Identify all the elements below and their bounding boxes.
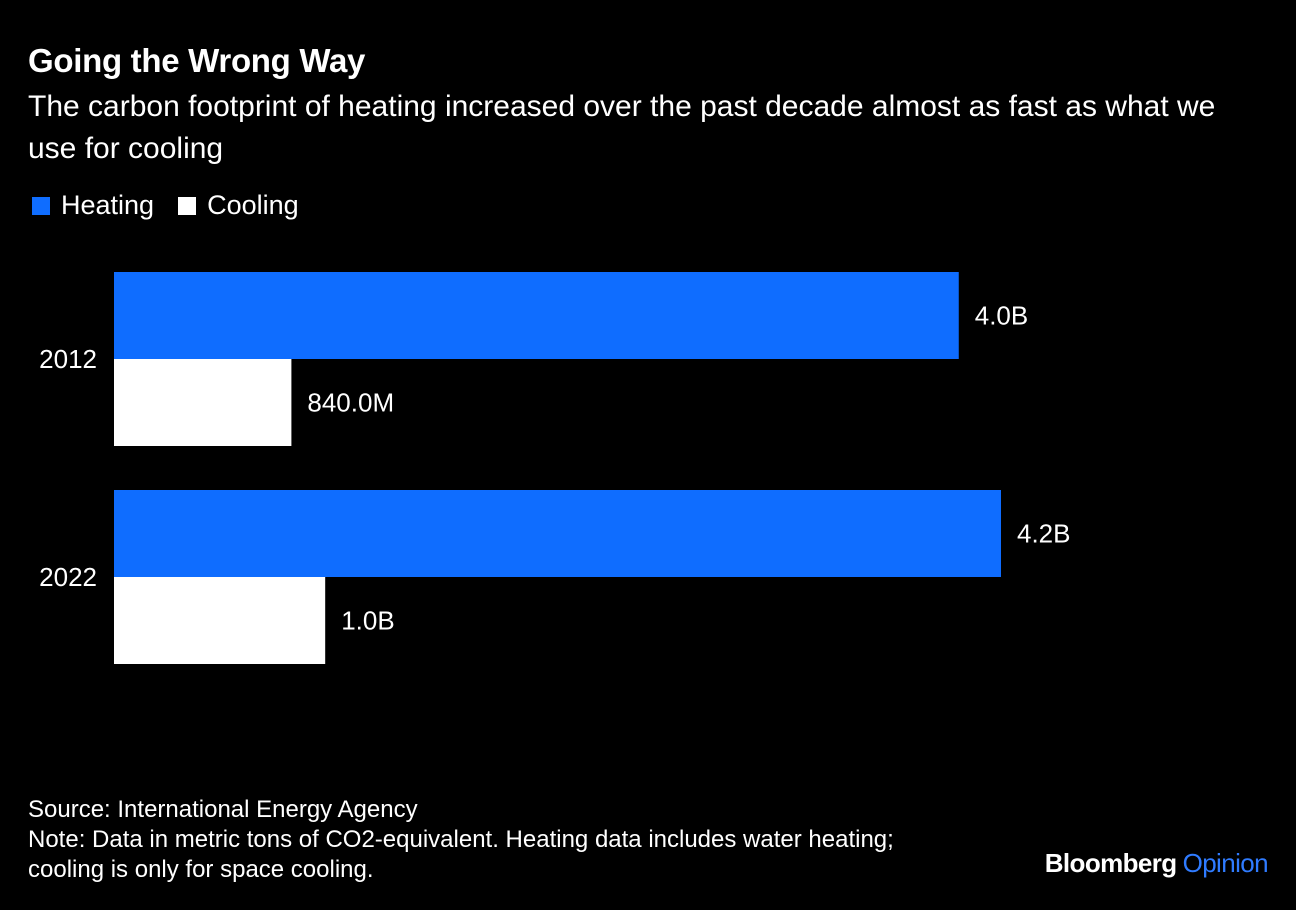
- legend-label-cooling: Cooling: [207, 190, 299, 220]
- bar-cooling-2012: [114, 359, 292, 446]
- chart-title: Going the Wrong Way: [28, 42, 366, 79]
- note-line-2: cooling is only for space cooling.: [28, 856, 374, 883]
- data-label-heating-2022: 4.2B: [1017, 519, 1071, 549]
- category-label-2022: 2022: [39, 562, 97, 592]
- legend: Heating Cooling: [32, 190, 323, 221]
- brand-section: Opinion: [1182, 848, 1269, 878]
- source-text: Source: International Energy Agency: [28, 796, 418, 823]
- legend-swatch-cooling: [178, 196, 197, 215]
- note-line-1: Note: Data in metric tons of CO2-equival…: [28, 826, 894, 853]
- data-label-cooling-2022: 1.0B: [341, 606, 395, 636]
- bloomberg-opinion-logo: Bloomberg Opinion: [1044, 848, 1269, 879]
- category-label-2012: 2012: [39, 344, 97, 374]
- bar-cooling-2022: [114, 577, 326, 664]
- legend-label-heating: Heating: [61, 190, 155, 220]
- data-label-heating-2012: 4.0B: [975, 301, 1029, 331]
- bar-chart: 4.0B 840.0M 2012 4.2B 1.0B 2022: [39, 272, 1071, 664]
- data-label-cooling-2012: 840.0M: [307, 388, 394, 418]
- legend-item-heating: Heating: [32, 190, 154, 221]
- bar-heating-2022: [114, 490, 1001, 577]
- footer-notes: Source: International Energy Agency Note…: [28, 795, 1028, 885]
- brand-name: Bloomberg: [1044, 848, 1177, 878]
- chart-subtitle: The carbon footprint of heating increase…: [28, 90, 1216, 165]
- bar-heating-2012: [114, 272, 959, 359]
- legend-item-cooling: Cooling: [178, 190, 299, 221]
- legend-swatch-heating: [32, 196, 50, 215]
